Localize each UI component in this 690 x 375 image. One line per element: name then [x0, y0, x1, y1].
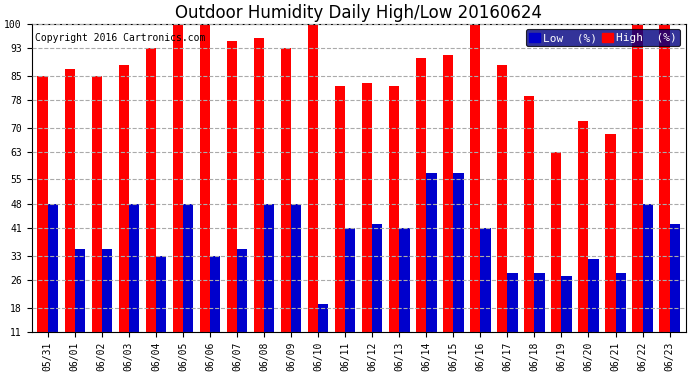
- Bar: [64, 69, 75, 332]
- Bar: [264, 204, 275, 332]
- Bar: [470, 24, 480, 332]
- Bar: [615, 273, 626, 332]
- Bar: [578, 121, 589, 332]
- Bar: [389, 86, 400, 332]
- Bar: [453, 172, 464, 332]
- Bar: [37, 76, 48, 332]
- Bar: [75, 249, 85, 332]
- Bar: [210, 256, 220, 332]
- Bar: [254, 38, 264, 332]
- Bar: [480, 228, 491, 332]
- Bar: [102, 249, 112, 332]
- Bar: [426, 172, 437, 332]
- Bar: [48, 204, 58, 332]
- Bar: [416, 58, 426, 332]
- Bar: [632, 24, 642, 332]
- Bar: [227, 41, 237, 332]
- Bar: [199, 24, 210, 332]
- Bar: [237, 249, 247, 332]
- Bar: [400, 228, 409, 332]
- Bar: [308, 24, 318, 332]
- Bar: [183, 204, 193, 332]
- Bar: [535, 273, 544, 332]
- Bar: [345, 228, 355, 332]
- Bar: [92, 76, 102, 332]
- Bar: [507, 273, 518, 332]
- Bar: [589, 259, 599, 332]
- Bar: [443, 55, 453, 332]
- Legend: Low  (%), High  (%): Low (%), High (%): [526, 29, 680, 46]
- Bar: [372, 225, 382, 332]
- Bar: [318, 304, 328, 332]
- Bar: [551, 152, 562, 332]
- Bar: [669, 225, 680, 332]
- Title: Outdoor Humidity Daily High/Low 20160624: Outdoor Humidity Daily High/Low 20160624: [175, 4, 542, 22]
- Bar: [660, 24, 669, 332]
- Bar: [335, 86, 345, 332]
- Bar: [281, 48, 291, 332]
- Bar: [291, 204, 302, 332]
- Bar: [497, 65, 507, 332]
- Bar: [146, 48, 156, 332]
- Bar: [362, 82, 372, 332]
- Text: Copyright 2016 Cartronics.com: Copyright 2016 Cartronics.com: [34, 33, 205, 43]
- Bar: [119, 65, 129, 332]
- Bar: [172, 24, 183, 332]
- Bar: [605, 135, 615, 332]
- Bar: [156, 256, 166, 332]
- Bar: [562, 276, 572, 332]
- Bar: [129, 204, 139, 332]
- Bar: [642, 204, 653, 332]
- Bar: [524, 96, 535, 332]
